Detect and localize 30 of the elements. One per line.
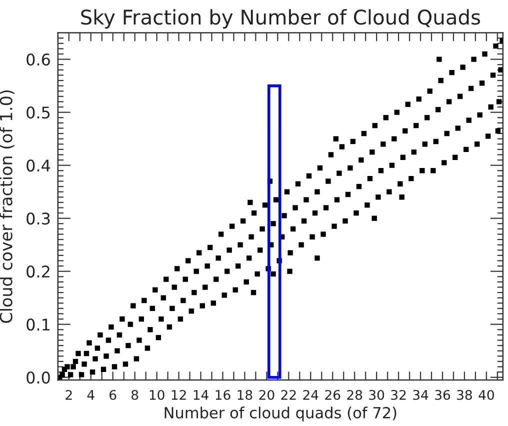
y-tick-label: 0.6 <box>26 54 50 66</box>
y-tick-label: 0.2 <box>26 266 50 278</box>
x-tick-label: 10 <box>150 390 164 400</box>
x-tick-label: 20 <box>259 390 274 400</box>
x-tick-label: 26 <box>325 390 340 400</box>
x-tick-label: 16 <box>216 390 230 400</box>
chart-title: Sky Fraction by Number of Cloud Quads <box>81 9 480 29</box>
x-axis-title: Number of cloud quads (of 72) <box>164 406 396 422</box>
x-tick-label: 8 <box>132 390 138 400</box>
x-tick-label: 40 <box>478 390 494 400</box>
y-tick-label: 0.5 <box>26 106 50 119</box>
x-tick-label: 32 <box>391 390 406 400</box>
x-tick-label: 34 <box>413 390 428 400</box>
y-tick-label: 0.1 <box>26 318 50 331</box>
x-tick-label: 2 <box>66 390 72 400</box>
y-tick-label: 0.0 <box>26 372 50 384</box>
x-tick-label: 28 <box>347 390 362 400</box>
y-axis-title: Cloud cover fraction (of 1.0) <box>0 90 14 323</box>
x-tick-label: 4 <box>87 390 94 400</box>
x-tick-label: 14 <box>194 390 208 400</box>
x-tick-label: 24 <box>303 390 318 400</box>
x-tick-label: 38 <box>457 390 472 400</box>
x-tick-label: 30 <box>369 390 384 400</box>
y-tick-label: 0.3 <box>26 212 50 225</box>
x-tick-label: 22 <box>281 390 296 400</box>
x-tick-label: 36 <box>435 390 450 400</box>
x-tick-label: 6 <box>110 390 116 400</box>
y-tick-label: 0.4 <box>26 160 50 172</box>
x-tick-label: 18 <box>238 390 252 400</box>
x-tick-label: 12 <box>172 390 186 400</box>
